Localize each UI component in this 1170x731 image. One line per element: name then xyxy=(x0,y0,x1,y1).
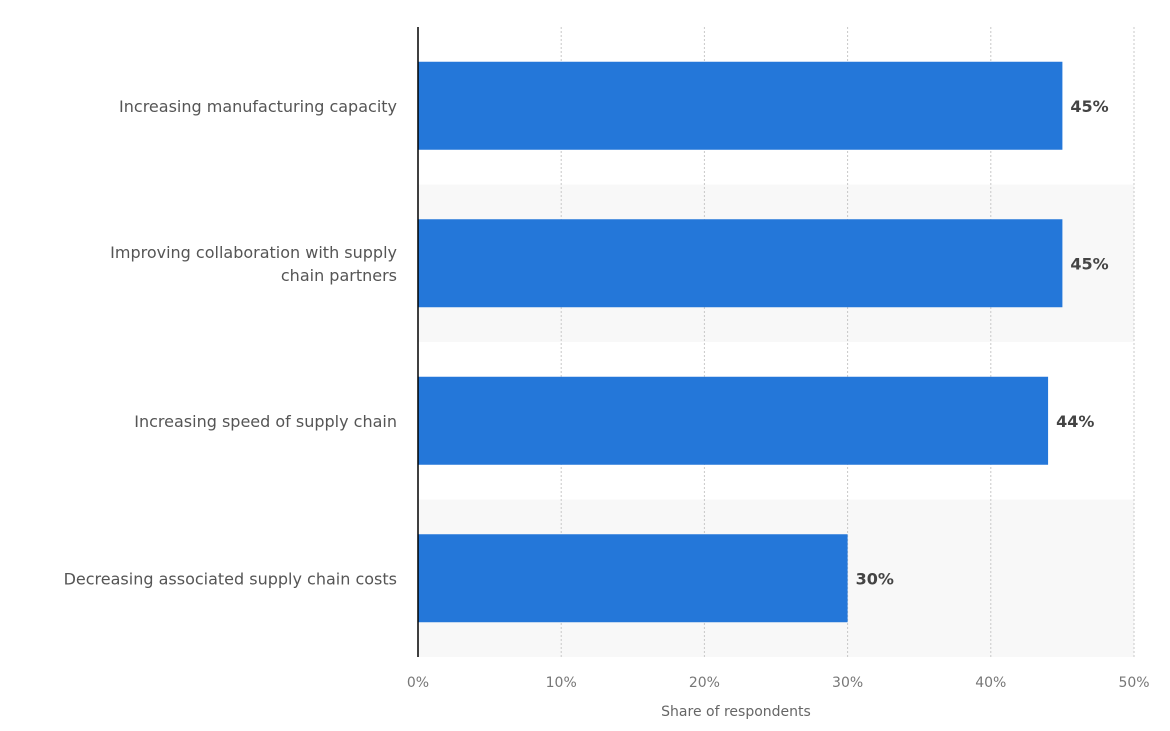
data-label: 30% xyxy=(856,569,894,588)
category-label: Increasing speed of supply chain xyxy=(134,412,397,431)
x-axis-title: Share of respondents xyxy=(661,704,811,720)
bar xyxy=(418,376,1049,465)
x-tick-label: 20% xyxy=(689,675,720,691)
data-label: 44% xyxy=(1056,412,1094,431)
data-label: 45% xyxy=(1070,254,1108,273)
x-tick-label: 0% xyxy=(407,675,429,691)
bar xyxy=(418,219,1063,308)
category-label: chain partners xyxy=(281,266,397,285)
category-label: Increasing manufacturing capacity xyxy=(119,97,397,116)
category-label: Improving collaboration with supply xyxy=(110,243,397,262)
x-tick-label: 40% xyxy=(975,675,1006,691)
x-tick-label: 30% xyxy=(832,675,863,691)
bar xyxy=(418,61,1063,150)
category-label: Decreasing associated supply chain costs xyxy=(64,569,397,588)
x-tick-label: 50% xyxy=(1118,675,1149,691)
x-tick-label: 10% xyxy=(546,675,577,691)
bar xyxy=(418,534,848,623)
data-label: 45% xyxy=(1070,97,1108,116)
